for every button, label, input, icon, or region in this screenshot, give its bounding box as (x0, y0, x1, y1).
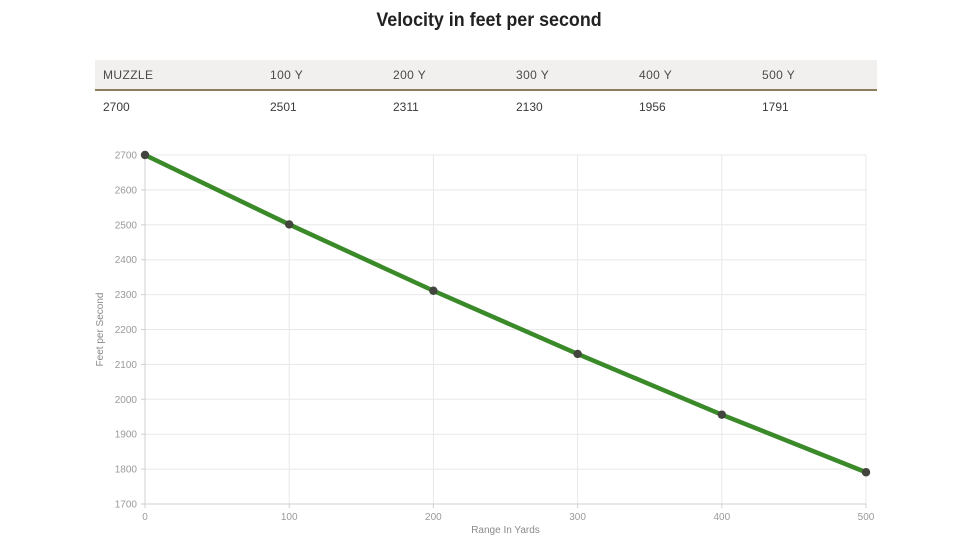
table-value-row: 2700 2501 2311 2130 1956 1791 (95, 91, 877, 122)
table-header-100y: 100 Y (270, 68, 304, 82)
y-tick-label: 2500 (115, 220, 138, 231)
table-value-400y: 1956 (639, 100, 666, 114)
x-tick-label: 200 (425, 512, 442, 523)
y-tick-label: 1800 (115, 465, 138, 476)
page-title: Velocity in feet per second (376, 10, 602, 31)
data-point-marker[interactable] (573, 349, 582, 359)
velocity-table: MUZZLE 100 Y 200 Y 300 Y 400 Y 500 Y 270… (95, 60, 877, 122)
data-point-marker[interactable] (717, 410, 726, 419)
table-value-300y: 2130 (516, 100, 543, 114)
x-tick-label: 500 (858, 512, 875, 523)
y-tick-label: 2100 (115, 360, 138, 371)
y-tick-label: 2200 (115, 325, 138, 336)
y-tick-label: 1700 (115, 500, 138, 511)
table-header-500y: 500 Y (762, 68, 796, 82)
table-value-500y: 1791 (762, 100, 789, 114)
table-header-400y: 400 Y (639, 68, 673, 82)
x-tick-label: 100 (281, 512, 298, 523)
x-tick-label: 300 (569, 512, 586, 523)
table-value-100y: 2501 (270, 100, 297, 114)
y-tick-label: 2400 (115, 255, 138, 266)
table-value-muzzle: 2700 (103, 100, 130, 114)
y-tick-label: 2700 (115, 151, 138, 162)
y-tick-label: 1900 (115, 430, 138, 441)
series-line (142, 152, 869, 475)
x-axis-title: Range In Yards (471, 525, 540, 536)
data-point-marker[interactable] (861, 468, 871, 477)
table-header-300y: 300 Y (516, 68, 550, 82)
table-value-200y: 2311 (393, 100, 419, 114)
table-header-muzzle: MUZZLE (103, 68, 154, 82)
data-point-marker[interactable] (140, 150, 150, 160)
y-tick-label: 2300 (115, 290, 138, 301)
table-header-200y: 200 Y (393, 68, 427, 82)
x-tick-label: 400 (713, 512, 730, 523)
data-point-marker[interactable] (285, 220, 294, 229)
y-tick-label: 2600 (115, 185, 138, 196)
x-tick-label: 0 (142, 512, 148, 523)
chart-canvas: 1700180019002000210022002300240025002600… (95, 150, 875, 537)
velocity-line-chart: 1700 1800 1900 2000 2100 2200 2300 2400 2500 2600… (0, 130, 978, 550)
y-tick-label: 2000 (115, 395, 138, 406)
y-axis-title: Feet per Second (95, 293, 106, 367)
data-point-marker[interactable] (429, 286, 438, 295)
table-header-row: MUZZLE 100 Y 200 Y 300 Y 400 Y 500 Y (95, 60, 877, 91)
